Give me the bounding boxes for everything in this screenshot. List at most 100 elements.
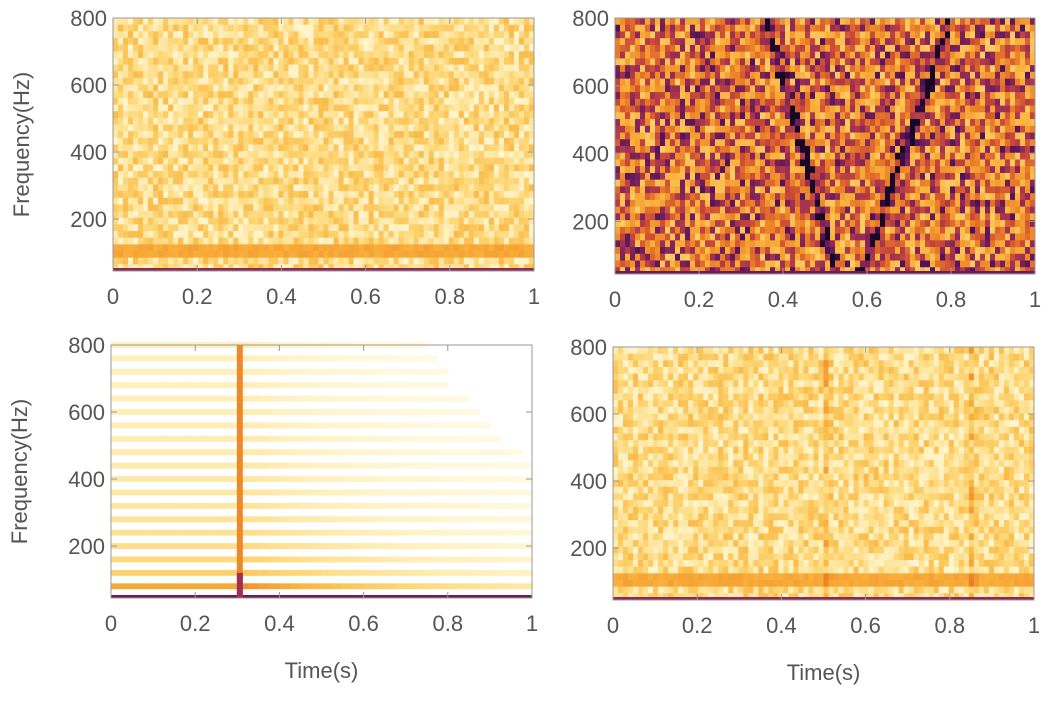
heatmap-cell	[143, 105, 149, 112]
heatmap-cell	[645, 72, 651, 79]
heatmap-cell	[389, 85, 395, 92]
heatmap-cell	[268, 98, 274, 105]
heatmap-cell	[188, 18, 194, 25]
heatmap-cell	[359, 184, 365, 191]
heatmap-cell	[880, 153, 886, 160]
heatmap-cell	[339, 171, 345, 178]
heatmap-cell	[389, 204, 395, 211]
heatmap-cell	[775, 139, 781, 146]
heatmap-cell	[339, 184, 345, 191]
heatmap-cell	[248, 224, 254, 231]
heatmap-cell	[655, 146, 661, 153]
heatmap-cell	[344, 91, 350, 98]
heatmap-cell	[213, 58, 219, 65]
heatmap-cell	[369, 158, 375, 165]
heatmap-cell	[253, 91, 259, 98]
heatmap-cell	[715, 79, 721, 86]
heatmap-cell	[399, 58, 405, 65]
heatmap-cell	[625, 25, 631, 32]
heatmap-cell	[850, 52, 856, 59]
heatmap-cell	[158, 204, 164, 211]
heatmap-cell	[635, 38, 641, 45]
heatmap-cell	[329, 78, 335, 85]
heatmap-cell	[168, 38, 174, 45]
heatmap-cell	[1025, 126, 1031, 133]
heatmap-cell	[113, 71, 119, 78]
heatmap-cell	[178, 151, 184, 158]
heatmap-cell	[113, 238, 119, 245]
heatmap-cell	[424, 218, 430, 225]
heatmap-cell	[945, 133, 951, 140]
heatmap-cell	[213, 51, 219, 58]
heatmap-cell	[890, 52, 896, 59]
heatmap-cell	[464, 224, 470, 231]
heatmap-cell	[293, 238, 299, 245]
heatmap-cell	[765, 31, 771, 38]
heatmap-cell	[379, 184, 385, 191]
heatmap-cell	[755, 45, 761, 52]
heatmap-cell	[1005, 99, 1011, 106]
heatmap-cell	[173, 98, 179, 105]
heatmap-cell	[850, 72, 856, 79]
heatmap-cell	[298, 65, 304, 72]
heatmap-cell	[805, 18, 811, 25]
heatmap-cell	[233, 164, 239, 171]
heatmap-cell	[303, 98, 309, 105]
heatmap-cell	[148, 145, 154, 152]
heatmap-cell	[770, 31, 776, 38]
heatmap-cell	[409, 204, 415, 211]
heatmap-cell	[208, 71, 214, 78]
heatmap-cell	[409, 171, 415, 178]
heatmap-cell	[324, 191, 330, 198]
heatmap-cell	[1005, 38, 1011, 45]
heatmap-cell	[198, 238, 204, 245]
heatmap-cell	[268, 58, 274, 65]
heatmap-cell	[389, 51, 395, 58]
heatmap-cell	[820, 126, 826, 133]
heatmap-cell	[113, 138, 119, 145]
heatmap-cell	[950, 153, 956, 160]
heatmap-cell	[1015, 52, 1021, 59]
heatmap-cell	[625, 72, 631, 79]
heatmap-cell	[158, 138, 164, 145]
heatmap-cell	[459, 78, 465, 85]
heatmap-cell	[163, 91, 169, 98]
heatmap-cell	[1010, 92, 1016, 99]
heatmap-cell	[660, 133, 666, 140]
heatmap-cell	[364, 178, 370, 185]
heatmap-cell	[153, 111, 159, 118]
heatmap-cell	[489, 38, 495, 45]
heatmap-cell	[484, 211, 490, 218]
heatmap-cell	[845, 133, 851, 140]
heatmap-cell	[369, 38, 375, 45]
heatmap-cell	[133, 244, 139, 251]
heatmap-cell	[349, 164, 355, 171]
heatmap-cell	[379, 231, 385, 238]
heatmap-cell	[233, 211, 239, 218]
heatmap-cell	[429, 58, 435, 65]
heatmap-cell	[218, 65, 224, 72]
heatmap-cell	[384, 198, 390, 205]
heatmap-cell	[519, 125, 525, 132]
heatmap-cell	[870, 92, 876, 99]
heatmap-cell	[359, 111, 365, 118]
heatmap-cell	[138, 198, 144, 205]
heatmap-cell	[479, 178, 485, 185]
heatmap-cell	[248, 51, 254, 58]
heatmap-cell	[233, 178, 239, 185]
heatmap-cell	[369, 218, 375, 225]
heatmap-cell	[153, 138, 159, 145]
heatmap-cell	[213, 38, 219, 45]
heatmap-cell	[730, 153, 736, 160]
heatmap-cell	[509, 224, 515, 231]
heatmap-cell	[915, 79, 921, 86]
heatmap-cell	[720, 112, 726, 119]
heatmap-cell	[123, 244, 129, 251]
heatmap-cell	[364, 231, 370, 238]
heatmap-cell	[278, 158, 284, 165]
heatmap-cell	[364, 91, 370, 98]
heatmap-cell	[970, 85, 976, 92]
heatmap-cell	[143, 58, 149, 65]
heatmap-cell	[409, 244, 415, 251]
heatmap-cell	[484, 244, 490, 251]
